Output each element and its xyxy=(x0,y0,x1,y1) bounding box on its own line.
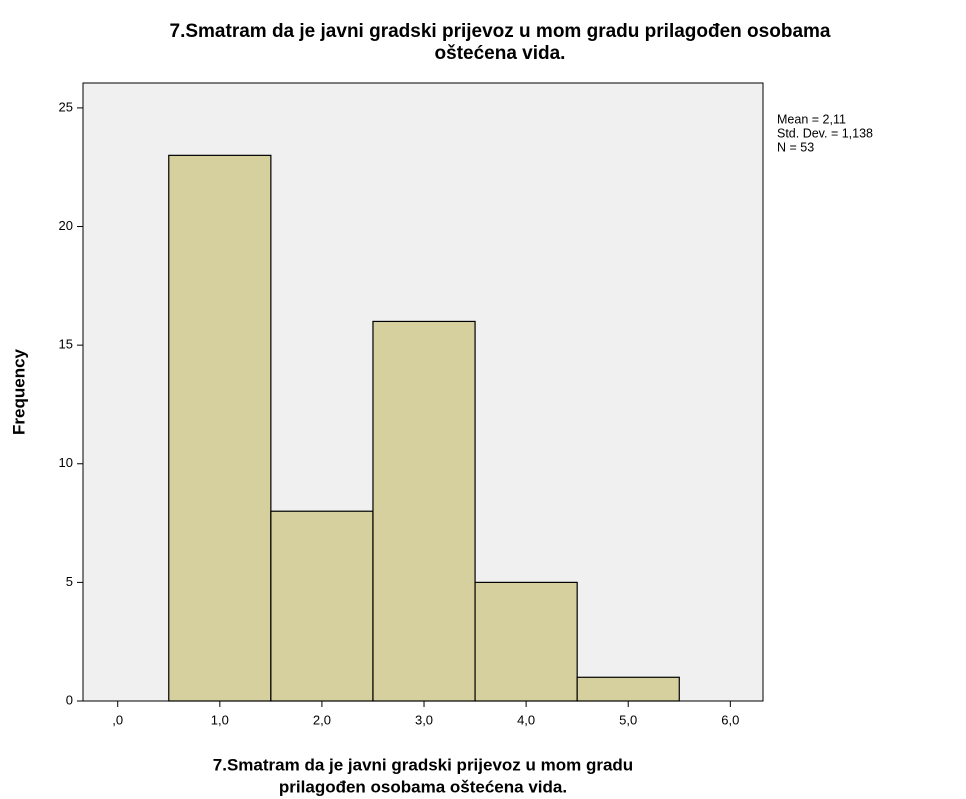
chart-title: oštećena vida. xyxy=(435,43,566,64)
x-tick-label: 6,0 xyxy=(721,712,739,727)
y-tick-label: 0 xyxy=(66,692,73,707)
bar xyxy=(576,676,680,702)
y-tick-label: 25 xyxy=(59,99,73,114)
statistic: Std. Dev. = 1,138 xyxy=(777,126,873,140)
bar xyxy=(168,154,272,702)
x-tick-label: 3,0 xyxy=(415,712,433,727)
y-axis-label: Frequency xyxy=(9,348,28,435)
x-tick-label: ,0 xyxy=(112,712,123,727)
bar xyxy=(372,320,476,702)
x-tick-label: 2,0 xyxy=(313,712,331,727)
x-tick-label: 5,0 xyxy=(619,712,637,727)
y-tick-label: 20 xyxy=(59,218,73,233)
y-tick-label: 15 xyxy=(59,337,73,352)
x-axis-label: 7.Smatram da je javni gradski prijevoz u… xyxy=(213,755,633,774)
bar xyxy=(474,581,578,702)
chart-title: 7.Smatram da je javni gradski prijevoz u… xyxy=(170,21,831,42)
statistic: Mean = 2,11 xyxy=(777,112,846,126)
y-tick-label: 5 xyxy=(66,574,73,589)
x-axis-label: prilagođen osobama oštećena vida. xyxy=(279,777,567,796)
y-tick-label: 10 xyxy=(59,455,73,470)
x-tick-label: 4,0 xyxy=(517,712,535,727)
statistic: N = 53 xyxy=(777,140,814,154)
bar xyxy=(270,510,374,702)
x-tick-label: 1,0 xyxy=(211,712,229,727)
